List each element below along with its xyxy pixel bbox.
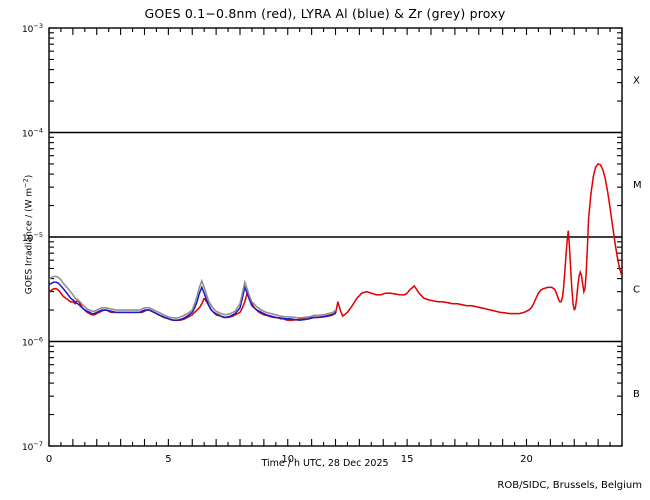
series-goes-0-1-0-8nm [49, 163, 622, 321]
series-zr-proxy [49, 275, 337, 319]
x-tick-label: 5 [165, 454, 171, 465]
series-path [49, 281, 337, 321]
flare-class-label: M [633, 180, 642, 191]
x-tick-label: 10 [281, 454, 294, 465]
x-tick-label: 15 [401, 454, 414, 465]
y-axis-label-wrap: GOES Irradiance / (W m−2) [14, 0, 35, 500]
flare-class-label: C [633, 285, 640, 296]
series-path [49, 275, 337, 319]
chart-title: GOES 0.1−0.8nm (red), LYRA Al (blue) & Z… [144, 6, 506, 21]
flare-class-label: X [633, 76, 640, 87]
series-lyra-al [49, 281, 337, 321]
credit-text: ROB/SIDC, Brussels, Belgium [497, 480, 642, 491]
x-tick-label: 0 [46, 454, 52, 465]
y-axis-label: GOES Irradiance / (W m−2) [21, 174, 35, 295]
x-tick-label: 20 [520, 454, 533, 465]
x-axis-label: Time / h UTC, 28 Dec 2025 [261, 458, 389, 469]
series-path [49, 163, 622, 321]
flare-class-label: B [633, 389, 640, 400]
